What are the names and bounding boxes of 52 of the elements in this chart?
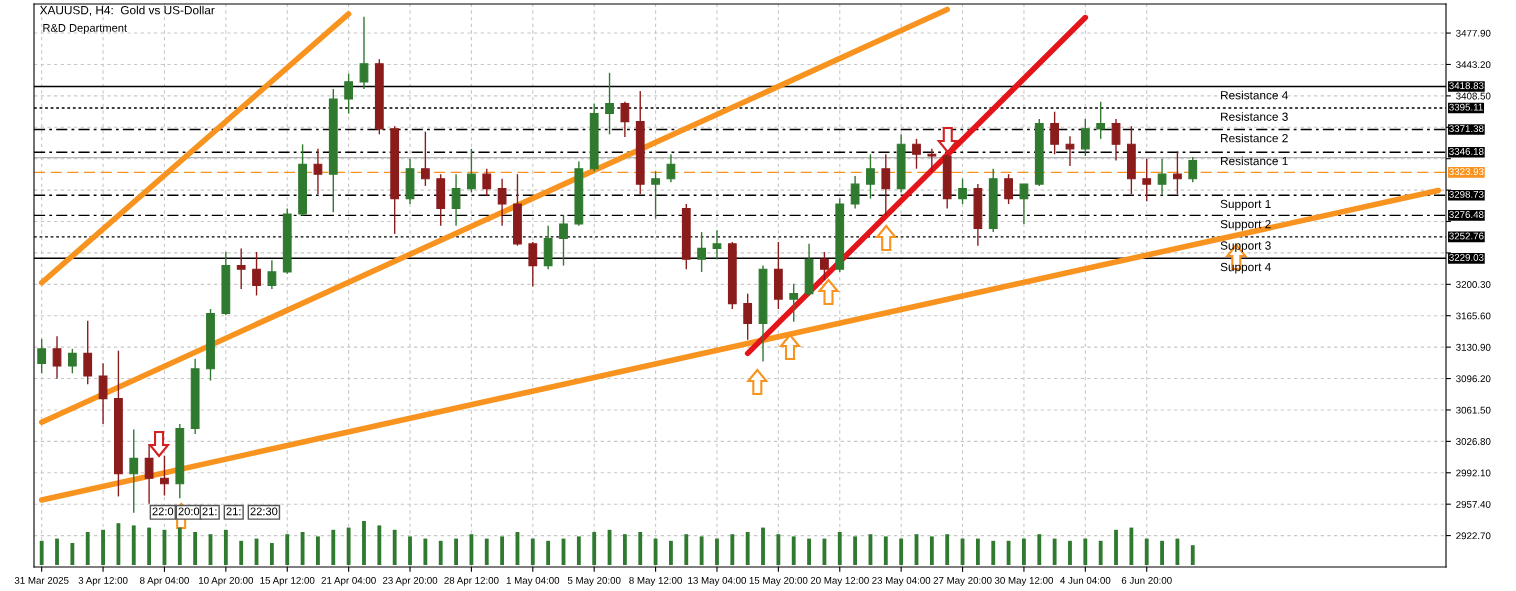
ref-line-label: Resistance 1 [1221,156,1288,166]
ref-line-label: Resistance 2 [1221,133,1288,143]
y-tick-label: 3408.50 [1456,92,1491,100]
text: R&D Department [43,24,127,35]
y-tick-label: 2922.70 [1456,532,1491,540]
annotation: 21: [226,507,241,516]
annotation: 22:0 [152,507,174,516]
text: 3395.11 [1449,103,1483,111]
annotation: 22:30 [250,507,278,516]
x-tick-label: 23 May 04:00 [872,576,931,586]
x-tick-label: 13 May 04:00 [688,576,747,586]
annotation: 21: [202,507,217,516]
text: 3371.38 [1449,125,1484,133]
x-tick-label: 20 May 12:00 [810,576,869,586]
y-tick-label: 3096.20 [1456,375,1491,383]
text: 3298.73 [1449,190,1484,198]
text: 3276.48 [1449,211,1484,218]
y-tick-label: 3200.30 [1456,281,1491,288]
x-tick-label: 5 May 20:00 [567,576,621,586]
x-tick-label: 27 May 20:00 [933,576,992,586]
y-tick-label: 2992.10 [1456,469,1491,477]
x-tick-label: 30 May 12:00 [994,576,1054,586]
y-tick-label: 3443.20 [1456,61,1491,69]
x-tick-label: 8 May 12:00 [629,576,682,586]
text: 3346.18 [1449,148,1484,155]
chart-title: XAUUSD, H4: Gold vs US-Dollar [39,5,215,16]
x-tick-label: 15 Apr 12:00 [260,576,315,586]
text: 3229.03 [1449,254,1484,261]
y-tick-label: 3477.90 [1456,29,1491,37]
x-tick-label: 4 Jun 04:00 [1060,576,1111,584]
text: 3252.76 [1449,232,1484,240]
ref-line-label: Resistance 4 [1221,90,1288,100]
text: 3323.93 [1449,168,1484,176]
x-tick-label: 28 Apr 12:00 [444,576,499,586]
ref-line-label: Support 4 [1220,262,1271,274]
x-tick-label: 3 Apr 12:00 [78,576,128,586]
x-tick-label: 15 May 20:00 [749,576,808,586]
ref-line-label: Support 1 [1220,199,1271,211]
text: 3418.83 [1449,82,1484,90]
y-tick-label: 3130.90 [1456,343,1491,351]
y-tick-label: 3165.60 [1456,312,1491,320]
x-tick-label: 23 Apr 20:00 [382,576,438,586]
x-tick-label: 8 Apr 04:00 [140,576,189,586]
x-tick-label: 6 Jun 20:00 [1121,576,1172,584]
y-tick-label: 3026.80 [1456,438,1491,445]
x-tick-label: 31 Mar 2025 [14,576,69,584]
x-tick-label: 1 May 04:00 [506,576,560,586]
y-tick-label: 2957.40 [1456,500,1491,508]
x-tick-label: 21 Apr 04:00 [321,576,376,586]
ref-line-label: Resistance 3 [1221,112,1288,121]
y-tick-label: 3061.50 [1456,406,1491,414]
x-tick-label: 10 Apr 20:00 [199,576,254,586]
